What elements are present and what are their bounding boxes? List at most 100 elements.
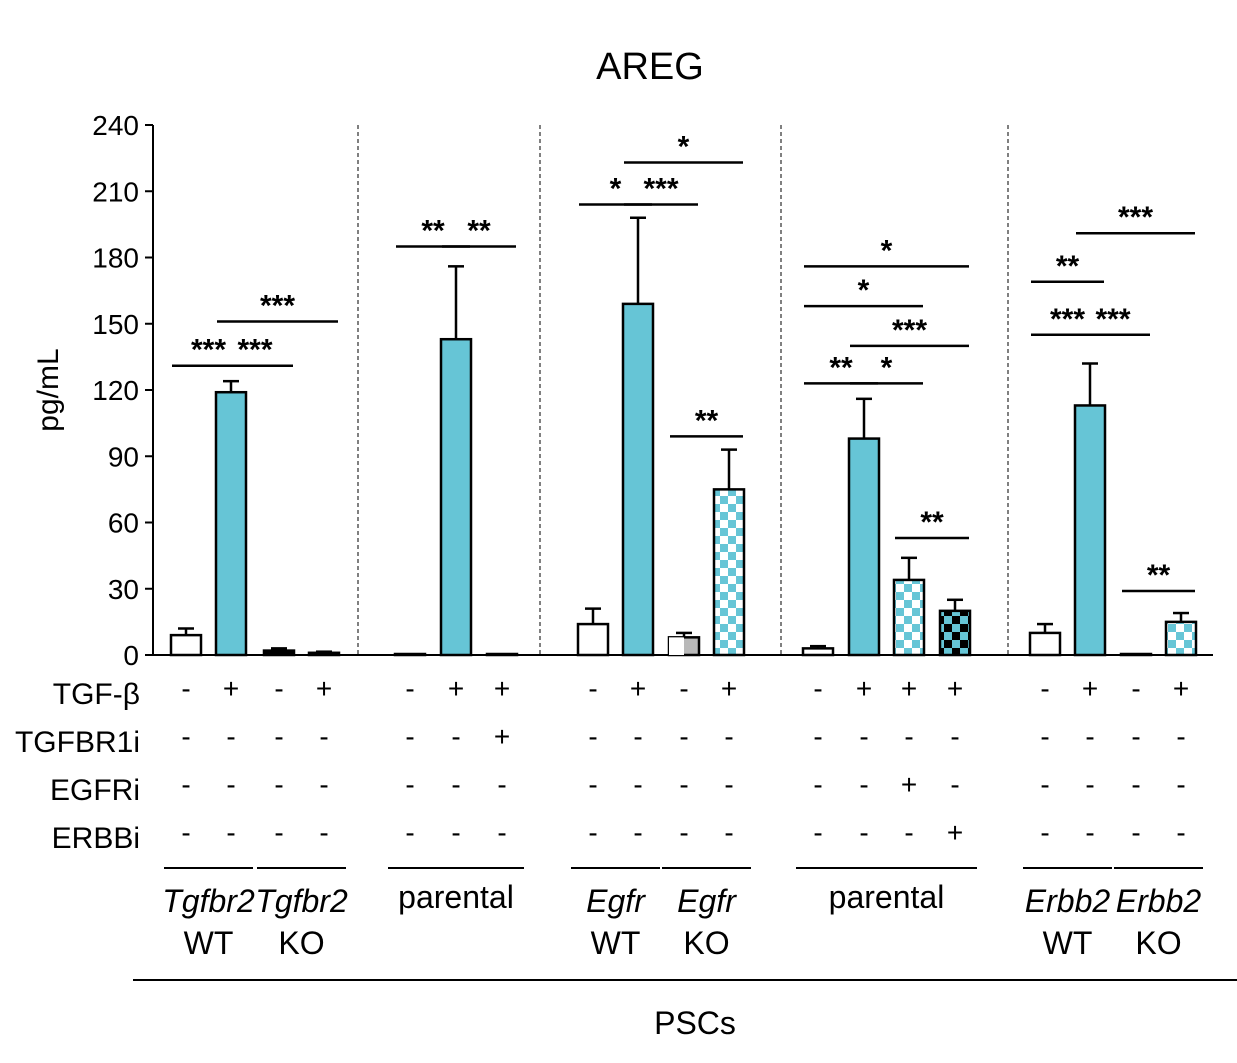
y-tick-label: 240 — [92, 110, 139, 141]
treatment-sign: + — [901, 673, 917, 704]
treatment-sign: + — [721, 673, 737, 704]
significance-stars: * — [610, 173, 622, 206]
treatment-sign: - — [1131, 673, 1140, 704]
treatment-sign: - — [181, 721, 190, 752]
y-tick-label: 150 — [92, 309, 139, 340]
y-tick-label: 60 — [108, 508, 139, 539]
treatment-sign: - — [405, 721, 414, 752]
bar — [393, 652, 427, 657]
bar — [712, 488, 746, 657]
significance-stars: *** — [1095, 303, 1130, 336]
treatment-sign: - — [813, 769, 822, 800]
chart-title: AREG — [596, 46, 704, 88]
y-tick-label: 180 — [92, 243, 139, 274]
group-gene-label: Egfr — [677, 883, 737, 919]
treatment-sign: - — [588, 673, 597, 704]
group-gene-label: Erbb2 — [1025, 883, 1111, 919]
bar — [1164, 620, 1198, 657]
significance-stars: ** — [421, 214, 445, 247]
y-tick-label: 90 — [108, 441, 139, 472]
bar — [262, 649, 296, 657]
treatment-sign: - — [1040, 817, 1049, 848]
significance-stars: *** — [1050, 303, 1085, 336]
treatment-sign: - — [813, 817, 822, 848]
treatment-sign: - — [859, 721, 868, 752]
significance-stars: * — [678, 131, 690, 164]
treatment-sign: - — [497, 817, 506, 848]
significance-stars: * — [858, 274, 870, 307]
treatment-sign: - — [679, 817, 688, 848]
group-status-label: parental — [829, 879, 945, 915]
treatment-sign: - — [1176, 817, 1185, 848]
significance-stars: *** — [260, 290, 295, 323]
group-status-label: KO — [1135, 925, 1181, 961]
significance-stars: ** — [695, 404, 719, 437]
treatment-sign: - — [319, 721, 328, 752]
significance-stars: * — [881, 351, 893, 384]
treatment-label: EGFRi — [50, 774, 140, 807]
treatment-sign: - — [1131, 769, 1140, 800]
group-gene-label: Tgfbr2 — [162, 883, 255, 919]
bar — [938, 609, 972, 657]
treatment-sign: + — [947, 817, 963, 848]
group-status-label: WT — [591, 925, 641, 961]
treatment-sign: - — [1085, 817, 1094, 848]
treatment-sign: - — [319, 769, 328, 800]
treatment-sign: + — [316, 673, 332, 704]
treatment-sign: + — [901, 769, 917, 800]
treatment-sign: - — [904, 721, 913, 752]
treatment-sign: + — [223, 673, 239, 704]
treatment-sign: - — [679, 769, 688, 800]
bar — [214, 390, 248, 657]
treatment-sign: - — [405, 817, 414, 848]
treatment-sign: + — [630, 673, 646, 704]
group-status-label: KO — [278, 925, 324, 961]
bar — [307, 651, 341, 657]
significance-stars: * — [881, 234, 893, 267]
group-gene-label: Tgfbr2 — [255, 883, 348, 919]
treatment-label: ERBBi — [52, 822, 140, 855]
treatment-sign: - — [950, 769, 959, 800]
group-status-label: parental — [398, 879, 514, 915]
group-status-label: KO — [683, 925, 729, 961]
treatment-sign: + — [494, 673, 510, 704]
y-tick-label: 210 — [92, 176, 139, 207]
bar — [485, 652, 519, 657]
treatment-sign: - — [1085, 721, 1094, 752]
group-gene-label: Egfr — [586, 883, 646, 919]
treatment-label: TGFBR1i — [15, 726, 140, 759]
y-tick-label: 0 — [123, 640, 139, 671]
y-axis-label: pg/mL — [32, 348, 65, 431]
treatment-sign: - — [181, 817, 190, 848]
treatment-sign: - — [405, 769, 414, 800]
significance-stars: ** — [1056, 250, 1080, 283]
treatment-sign: - — [588, 817, 597, 848]
treatment-sign: - — [633, 817, 642, 848]
significance-stars: *** — [237, 334, 272, 367]
significance-stars: ** — [467, 214, 491, 247]
treatment-sign: - — [679, 721, 688, 752]
group-status-label: WT — [1043, 925, 1093, 961]
treatment-sign: - — [319, 817, 328, 848]
significance-stars: ** — [829, 351, 853, 384]
bar-half-fill — [669, 637, 684, 655]
bar — [847, 437, 881, 657]
bar — [1028, 631, 1062, 657]
treatment-sign: - — [1176, 769, 1185, 800]
treatment-sign: - — [633, 769, 642, 800]
treatment-sign: - — [451, 769, 460, 800]
bar — [576, 622, 610, 657]
treatment-sign: - — [274, 817, 283, 848]
treatment-sign: + — [494, 721, 510, 752]
treatment-label: TGF-β — [53, 678, 140, 711]
treatment-sign: - — [226, 721, 235, 752]
significance-stars: *** — [191, 334, 226, 367]
treatment-sign: - — [724, 721, 733, 752]
bar — [169, 633, 203, 657]
treatment-sign: - — [274, 721, 283, 752]
significance-stars: ** — [1147, 559, 1171, 592]
treatment-sign: - — [274, 769, 283, 800]
treatment-sign: - — [497, 769, 506, 800]
